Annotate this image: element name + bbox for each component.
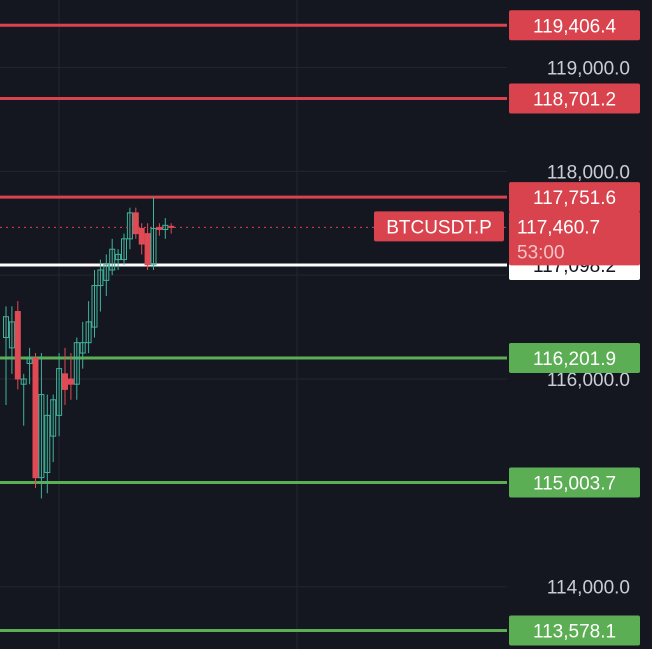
candle-up — [109, 248, 116, 271]
candle-up — [44, 414, 51, 473]
candle-down — [62, 373, 68, 390]
resistance-level-tag — [509, 83, 640, 114]
resistance-level-tag — [509, 10, 640, 41]
candle-down — [14, 311, 21, 380]
support-level-tag — [509, 615, 640, 646]
candle-up — [126, 212, 133, 240]
support-level-label: 115,003.7 — [533, 473, 616, 494]
candle-up — [20, 378, 27, 385]
candle-down — [67, 378, 74, 385]
y-axis-tick-label: 118,000.0 — [547, 162, 630, 183]
candle-up — [3, 316, 9, 338]
support-level-tag — [509, 343, 640, 374]
candle-up — [56, 368, 63, 416]
symbol-label: BTCUSDT.P — [386, 217, 492, 238]
candle-down — [144, 233, 151, 266]
resistance-level-label: 117,751.6 — [533, 188, 616, 209]
candle-up — [79, 342, 86, 354]
candle-up — [103, 264, 110, 281]
candle-up — [91, 285, 98, 328]
candle-down — [32, 357, 39, 479]
candle-up — [73, 342, 80, 385]
resistance-level-label: 118,701.2 — [533, 90, 616, 111]
y-axis-tick-label: 119,000.0 — [547, 58, 630, 79]
support-level-label: 116,201.9 — [533, 349, 616, 370]
y-axis-tick-label: 116,000.0 — [547, 370, 630, 391]
candle-up — [50, 399, 57, 437]
last-price-label: 117,460.7 — [517, 217, 600, 238]
countdown-label: 53:00 — [517, 242, 565, 263]
symbol-tag — [374, 211, 504, 242]
horizontal-levels[interactable] — [0, 23, 507, 633]
candle-down — [138, 227, 145, 245]
candle-up — [97, 269, 104, 287]
candle-up — [121, 238, 127, 261]
price-tags: 119,406.4118,701.2117,751.6117,098.2116,… — [374, 10, 640, 646]
y-axis-tick-label: 114,000.0 — [547, 578, 630, 599]
candle-down — [156, 226, 163, 230]
candle-down — [132, 212, 139, 235]
candle-up — [26, 357, 33, 364]
support-level-tag — [509, 467, 640, 498]
last-price-tag — [509, 211, 640, 266]
candle-down — [168, 225, 175, 228]
candle-up — [85, 321, 92, 344]
resistance-level-tag — [509, 182, 640, 213]
candle-up — [8, 321, 15, 349]
candle-up — [150, 227, 157, 266]
candle-up — [115, 253, 122, 261]
resistance-level-label: 119,406.4 — [533, 16, 617, 37]
support-level-label: 113,578.1 — [533, 622, 616, 643]
candles — [3, 197, 175, 499]
candle-up — [38, 394, 45, 479]
y-axis-ticks: 119,000.0 118,000.0 116,000.0 114,000.0 — [547, 58, 630, 598]
